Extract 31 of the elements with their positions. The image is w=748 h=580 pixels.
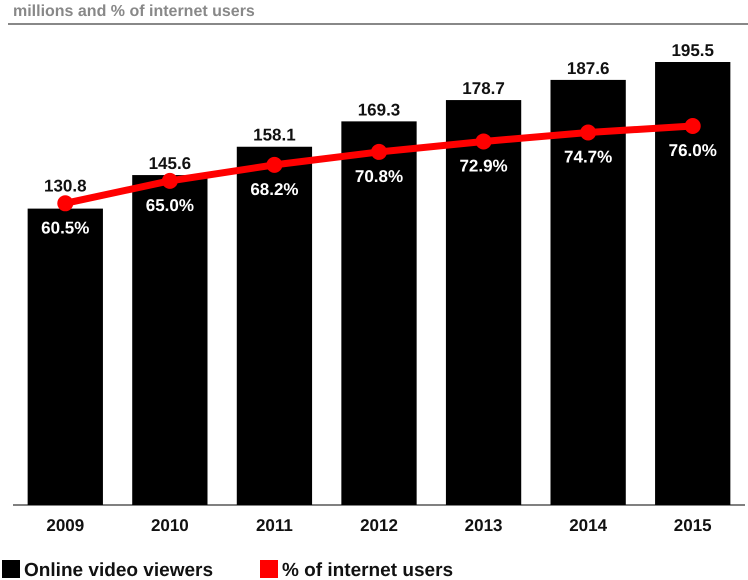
point [476, 133, 492, 150]
point [580, 124, 596, 140]
legend-label: % of internet users [282, 560, 454, 580]
data-label: 70.8% [354, 166, 404, 186]
data-label: 130.8 [44, 176, 87, 196]
legend-label: Online video viewers [24, 560, 214, 580]
data-label: 76.0% [668, 141, 717, 160]
data-label: 178.7 [462, 79, 505, 98]
data-label: 158.1 [253, 126, 296, 145]
point [57, 195, 74, 212]
x-tick-label: 2011 [256, 516, 293, 535]
point [162, 172, 178, 189]
data-label: 187.6 [566, 58, 610, 78]
chart-subtitle: millions and % of internet users [13, 3, 255, 20]
point [266, 156, 282, 173]
data-label: 74.7% [564, 147, 612, 166]
data-label: 65.0% [146, 196, 194, 215]
x-tick-label: 2015 [674, 516, 712, 535]
x-tick-label: 2009 [46, 516, 84, 535]
x-tick-label: 2010 [150, 516, 189, 535]
x-tick-label: 2012 [360, 516, 398, 535]
point [371, 144, 387, 160]
x-tick-label: 2014 [569, 516, 608, 535]
data-label: 68.2% [250, 180, 299, 199]
data-label: 60.5% [41, 218, 90, 238]
x-tick-label: 2013 [464, 516, 502, 535]
data-label: 195.5 [671, 41, 714, 60]
point [684, 118, 701, 134]
data-label: 145.6 [148, 154, 192, 173]
data-label: 169.3 [358, 100, 400, 120]
data-label: 72.9% [459, 156, 508, 176]
